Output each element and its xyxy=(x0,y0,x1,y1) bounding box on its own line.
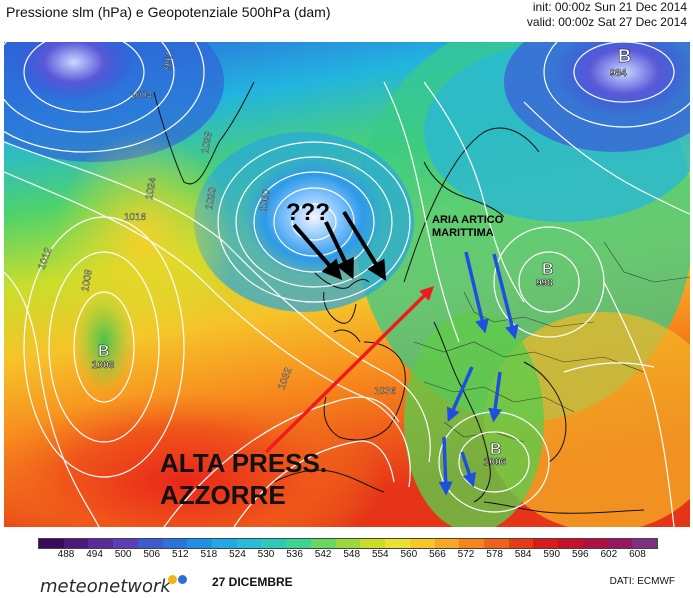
brand-logo-text: meteonetwork xyxy=(40,576,171,597)
colorbar-tick-label: 512 xyxy=(171,549,189,560)
colorbar-tick-label: 608 xyxy=(629,549,646,560)
colorbar-tick-label: 566 xyxy=(429,549,446,560)
colorbar-segment xyxy=(162,539,188,548)
colorbar-tick-label: 560 xyxy=(400,549,418,560)
forecast-map: 1004 1012 1016 1020 1024 1028 1032 1036 … xyxy=(4,42,690,527)
map-canvas: 1004 1012 1016 1020 1024 1028 1032 1036 … xyxy=(4,42,690,527)
azores-high-label: AZZORRE xyxy=(160,480,286,510)
init-time: init: 00:00z Sun 21 Dec 2014 xyxy=(532,0,687,14)
isobar-label: 1016 xyxy=(124,212,147,223)
red-arrow xyxy=(264,286,434,454)
colorbar-segment xyxy=(187,539,213,548)
colorbar-segment xyxy=(533,539,559,548)
low-center-letter: B xyxy=(98,343,110,360)
colorbar-tick-label: 518 xyxy=(200,549,218,560)
colorbar-segment xyxy=(385,539,410,548)
colorbar xyxy=(38,538,658,549)
run-info: init: 00:00z Sun 21 Dec 2014 valid: 00:0… xyxy=(527,0,687,30)
colorbar-tick-label: 572 xyxy=(457,549,475,560)
colorbar-tick-label: 524 xyxy=(229,549,246,560)
low-center-value: 1006 xyxy=(484,457,507,468)
colorbar-segment xyxy=(409,539,435,548)
colorbar-tick-label: 596 xyxy=(571,549,589,560)
colorbar-segment xyxy=(63,539,89,548)
colorbar-tick-label: 488 xyxy=(57,549,75,560)
colorbar-segment xyxy=(39,539,64,548)
colorbar-tick-label: 584 xyxy=(514,549,532,560)
colorbar-segment xyxy=(582,539,608,548)
colorbar-segment xyxy=(632,539,657,548)
isobar-label: 1000 xyxy=(258,188,273,212)
black-arrows xyxy=(292,210,387,281)
low-center-letter: B xyxy=(618,46,631,66)
colorbar-segment xyxy=(286,539,311,548)
colorbar-tick-label: 602 xyxy=(600,549,618,560)
colorbar-segment xyxy=(261,539,287,548)
valid-time: valid: 00:00z Sat 27 Dec 2014 xyxy=(526,15,687,29)
isobar-label: 1004 xyxy=(130,90,153,101)
colorbar-tick-label: 578 xyxy=(486,549,503,560)
colorbar-segment xyxy=(212,539,237,548)
low-center-value: 998 xyxy=(536,278,553,289)
colorbar-tick-label: 494 xyxy=(86,549,103,560)
low-center-letter: B xyxy=(542,261,554,278)
colorbar-segment xyxy=(360,539,386,548)
colorbar-segment xyxy=(137,539,163,548)
colorbar-segment xyxy=(434,539,460,548)
isobar-label: 1036 xyxy=(374,386,397,397)
colorbar-labels: 488 494 500 506 512 518 524 530 536 542 548 554 560 5… xyxy=(38,549,658,563)
isobar-label: 992 xyxy=(162,52,176,71)
isobars xyxy=(4,42,690,527)
colorbar-segment xyxy=(113,539,138,548)
colorbar-tick-label: 536 xyxy=(286,549,303,560)
low-center-value: 984 xyxy=(610,68,627,79)
low-center-letter: B xyxy=(490,441,502,458)
colorbar-tick-label: 542 xyxy=(314,549,332,560)
isobar-label: 1024 xyxy=(144,176,159,200)
blue-arrows xyxy=(438,251,519,496)
colorbar-segment xyxy=(335,539,361,548)
low-center-value: 1008 xyxy=(92,360,115,371)
isobar-label: 1028 xyxy=(200,130,215,154)
colorbar-segment xyxy=(88,539,114,548)
colorbar-tick-label: 530 xyxy=(257,549,275,560)
logo-dot-icon xyxy=(168,575,177,584)
colorbar-segment xyxy=(483,539,509,548)
colorbar-segment xyxy=(558,539,583,548)
colorbar-segment xyxy=(459,539,484,548)
colorbar-segment xyxy=(310,539,336,548)
coastlines xyxy=(153,81,645,514)
colorbar-tick-label: 506 xyxy=(143,549,161,560)
azores-high-label: ALTA PRESS. xyxy=(160,448,327,478)
data-source: DATI: ECMWF xyxy=(609,576,675,587)
isobar-label: 1020 xyxy=(204,186,219,210)
forecast-date: 27 DICEMBRE xyxy=(212,575,293,589)
colorbar-segment xyxy=(607,539,633,548)
isobar-label: 1008 xyxy=(80,268,95,292)
colorbar-tick-label: 554 xyxy=(371,549,389,560)
colorbar-tick-label: 590 xyxy=(543,549,561,560)
colorbar-segment xyxy=(236,539,262,548)
colorbar-tick-label: 500 xyxy=(114,549,132,560)
logo-dot-icon xyxy=(178,575,187,584)
arctic-air-label: MARITTIMA xyxy=(432,227,494,239)
map-title: Pressione slm (hPa) e Geopotenziale 500h… xyxy=(6,4,331,20)
question-annotation: ??? xyxy=(286,199,330,226)
colorbar-segment xyxy=(508,539,534,548)
arctic-air-label: ARIA ARTICO xyxy=(432,214,504,226)
colorbar-tick-label: 548 xyxy=(343,549,361,560)
